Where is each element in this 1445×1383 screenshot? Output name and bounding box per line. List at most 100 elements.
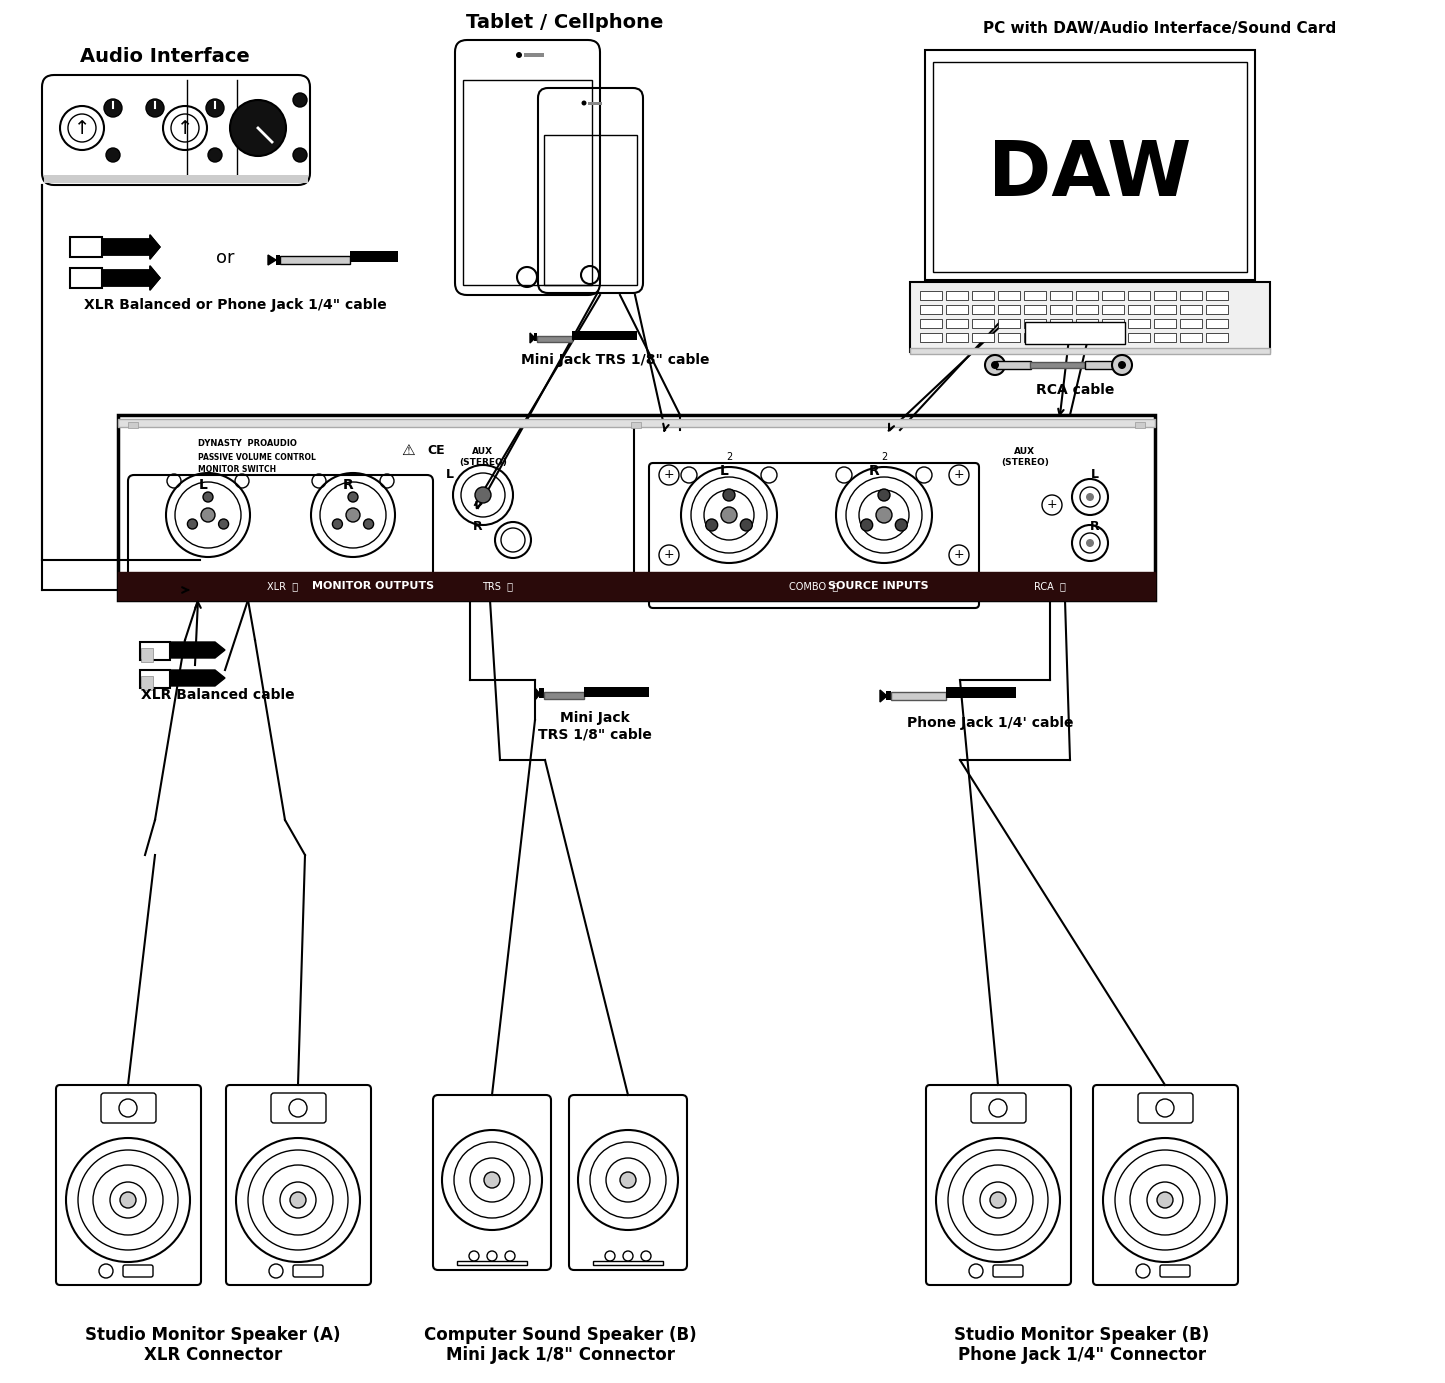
Bar xyxy=(142,649,153,662)
Bar xyxy=(462,80,592,285)
Bar xyxy=(972,290,994,300)
Bar xyxy=(525,53,543,57)
Circle shape xyxy=(1087,539,1094,548)
Circle shape xyxy=(581,101,587,105)
Polygon shape xyxy=(103,235,160,259)
Text: Mini Jack TRS 1/8" cable: Mini Jack TRS 1/8" cable xyxy=(520,353,709,366)
Text: +: + xyxy=(954,469,964,481)
Bar xyxy=(457,1261,527,1265)
Circle shape xyxy=(620,1171,636,1188)
Text: XLR  ⓐ: XLR ⓐ xyxy=(267,581,299,591)
Bar xyxy=(1030,362,1085,368)
Bar xyxy=(1134,422,1144,427)
Text: L: L xyxy=(1091,469,1100,481)
Polygon shape xyxy=(171,642,225,658)
Circle shape xyxy=(293,148,306,162)
Bar xyxy=(972,306,994,314)
Bar xyxy=(1155,333,1176,342)
Text: DYNASTY  PROAUDIO: DYNASTY PROAUDIO xyxy=(198,438,296,448)
Bar xyxy=(1129,306,1150,314)
Circle shape xyxy=(475,487,491,503)
Bar xyxy=(543,136,637,285)
Circle shape xyxy=(896,519,907,531)
Text: L: L xyxy=(720,465,728,479)
Bar xyxy=(1207,333,1228,342)
Bar xyxy=(946,333,968,342)
Bar xyxy=(1129,333,1150,342)
Circle shape xyxy=(230,100,286,156)
Circle shape xyxy=(991,361,998,369)
Text: AUX
(STEREO): AUX (STEREO) xyxy=(1001,447,1049,466)
Text: AUX
(STEREO): AUX (STEREO) xyxy=(460,447,507,466)
Polygon shape xyxy=(530,333,535,343)
Text: ⚠: ⚠ xyxy=(402,443,415,458)
Circle shape xyxy=(1157,1192,1173,1207)
Bar xyxy=(946,306,968,314)
Bar xyxy=(1025,322,1126,344)
Text: DAW: DAW xyxy=(988,138,1192,212)
Bar xyxy=(1025,306,1046,314)
Bar xyxy=(1077,306,1098,314)
Bar xyxy=(933,62,1247,272)
Text: PC with DAW/Audio Interface/Sound Card: PC with DAW/Audio Interface/Sound Card xyxy=(984,21,1337,36)
Text: +: + xyxy=(663,549,675,561)
Bar xyxy=(118,419,1155,427)
Bar xyxy=(1155,319,1176,328)
Text: 2: 2 xyxy=(881,452,887,462)
Bar xyxy=(118,415,1155,600)
Bar xyxy=(998,333,1020,342)
Bar xyxy=(1181,319,1202,328)
Polygon shape xyxy=(171,669,225,686)
Bar xyxy=(276,254,280,266)
Circle shape xyxy=(208,148,223,162)
Text: Computer Sound Speaker (B)
Mini Jack 1/8" Connector: Computer Sound Speaker (B) Mini Jack 1/8… xyxy=(423,1325,696,1365)
Bar xyxy=(43,176,308,183)
Text: XLR Balanced cable: XLR Balanced cable xyxy=(142,687,295,703)
Bar xyxy=(1103,333,1124,342)
Text: 2: 2 xyxy=(725,452,733,462)
Circle shape xyxy=(332,519,342,530)
Text: RCA  ⓑ: RCA ⓑ xyxy=(1035,581,1066,591)
Text: R: R xyxy=(473,520,483,534)
Bar xyxy=(946,687,1016,698)
Circle shape xyxy=(105,148,120,162)
Circle shape xyxy=(290,1192,306,1207)
Text: +: + xyxy=(663,469,675,481)
Text: Audio Interface: Audio Interface xyxy=(79,47,250,66)
Text: Studio Monitor Speaker (B)
Phone Jack 1/4" Connector: Studio Monitor Speaker (B) Phone Jack 1/… xyxy=(954,1325,1209,1365)
Bar xyxy=(1181,333,1202,342)
Circle shape xyxy=(104,100,121,118)
Bar xyxy=(1051,290,1072,300)
Circle shape xyxy=(1113,355,1131,375)
Bar xyxy=(1103,290,1124,300)
Text: L: L xyxy=(447,469,454,481)
Bar xyxy=(1025,333,1046,342)
Circle shape xyxy=(861,519,873,531)
Circle shape xyxy=(484,1171,500,1188)
Bar xyxy=(118,573,1155,600)
Circle shape xyxy=(345,508,360,521)
Bar xyxy=(142,676,153,690)
Circle shape xyxy=(188,519,198,530)
Circle shape xyxy=(705,519,718,531)
Circle shape xyxy=(1118,361,1126,369)
Text: or: or xyxy=(215,249,234,267)
Bar xyxy=(920,333,942,342)
Circle shape xyxy=(879,490,890,501)
Text: L: L xyxy=(198,479,208,492)
Text: Tablet / Cellphone: Tablet / Cellphone xyxy=(467,12,663,32)
Bar xyxy=(140,669,171,687)
Bar xyxy=(1077,333,1098,342)
Bar xyxy=(1051,306,1072,314)
Text: PASSIVE VOLUME CONTROL: PASSIVE VOLUME CONTROL xyxy=(198,452,316,462)
Bar xyxy=(1155,306,1176,314)
Text: Phone Jack 1/4' cable: Phone Jack 1/4' cable xyxy=(907,716,1074,730)
Bar xyxy=(584,687,649,697)
Circle shape xyxy=(293,93,306,106)
Bar xyxy=(588,101,603,105)
Bar xyxy=(892,692,946,700)
Bar xyxy=(920,306,942,314)
Bar xyxy=(350,250,397,261)
Bar xyxy=(998,319,1020,328)
Circle shape xyxy=(218,519,228,530)
